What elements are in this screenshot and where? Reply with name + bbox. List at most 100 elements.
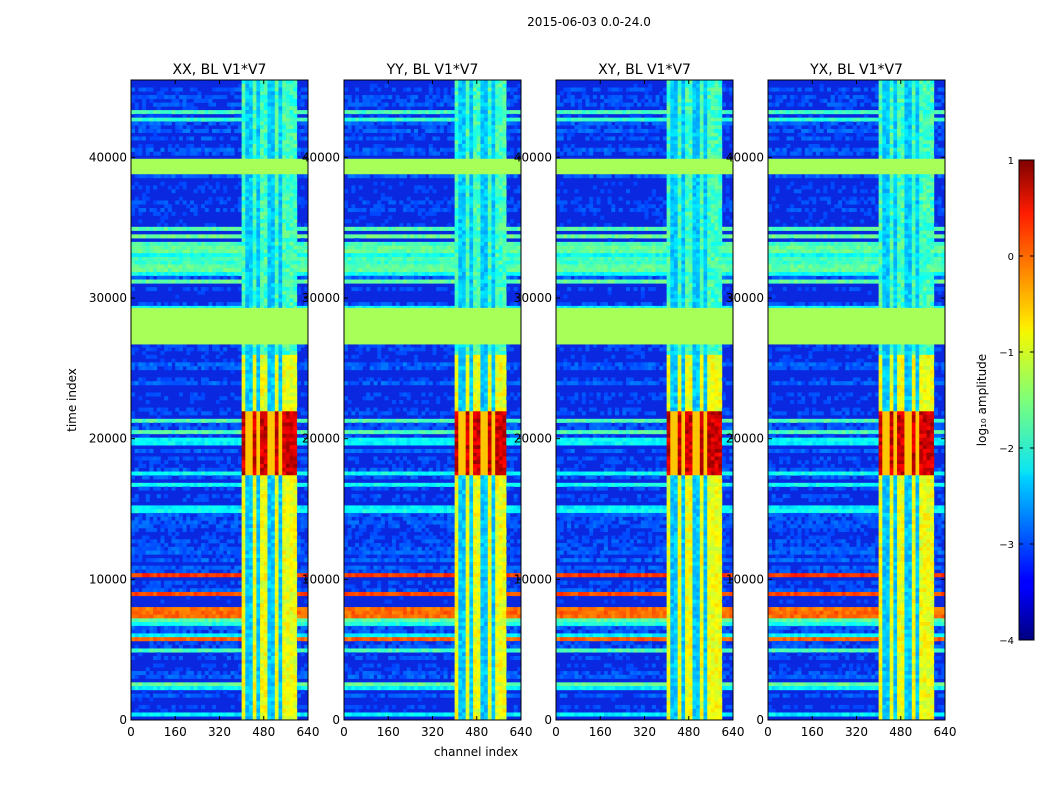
heatmap-cell <box>285 516 290 521</box>
heatmap-cell <box>164 629 169 634</box>
heatmap-cell <box>267 373 272 378</box>
heatmap-cell <box>241 528 246 533</box>
heatmap-cell <box>138 441 143 446</box>
heatmap-cell <box>134 644 139 649</box>
heatmap-cell <box>241 509 246 514</box>
heatmap-cell <box>160 430 165 435</box>
heatmap-cell <box>289 456 294 461</box>
heatmap-cell <box>190 607 194 612</box>
heatmap-cell <box>164 633 169 638</box>
heatmap-cell <box>271 298 276 303</box>
heatmap-cell <box>300 268 305 273</box>
heatmap-cell <box>296 362 301 367</box>
heatmap-cell <box>153 110 158 115</box>
heatmap-cell <box>164 637 169 642</box>
heatmap-cell <box>260 192 265 197</box>
heatmap-cell <box>282 584 287 589</box>
heatmap-cell <box>164 264 169 269</box>
heatmap-cell <box>282 189 287 194</box>
heatmap-cell <box>263 208 268 213</box>
heatmap-cell <box>289 588 294 593</box>
heatmap-cell <box>296 256 301 261</box>
heatmap-cell <box>278 531 283 536</box>
heatmap-cell <box>226 144 231 149</box>
heatmap-cell <box>223 189 228 194</box>
heatmap-cell <box>263 550 268 555</box>
heatmap-cell <box>193 471 198 476</box>
heatmap-cell <box>249 565 253 570</box>
heatmap-cell <box>164 102 169 107</box>
heatmap-cell <box>186 550 191 555</box>
heatmap-cell <box>274 373 279 378</box>
heatmap-cell <box>282 128 287 133</box>
heatmap-cell <box>160 464 165 469</box>
heatmap-cell <box>252 640 257 645</box>
heatmap-cell <box>138 565 143 570</box>
heatmap-cell <box>197 497 202 502</box>
heatmap-cell <box>201 260 206 265</box>
heatmap-cell <box>293 358 298 363</box>
heatmap-cell <box>263 215 268 220</box>
heatmap-cell <box>164 215 169 220</box>
heatmap-cell <box>223 637 228 642</box>
heatmap-cell <box>171 117 176 122</box>
heatmap-cell <box>186 256 191 261</box>
heatmap-cell <box>249 437 253 442</box>
heatmap-cell <box>178 249 183 254</box>
heatmap-cell <box>142 279 147 284</box>
heatmap-cell <box>226 573 231 578</box>
heatmap-cell <box>160 539 165 544</box>
heatmap-cell <box>271 411 276 416</box>
heatmap-cell <box>138 637 143 642</box>
heatmap-cell <box>160 592 165 597</box>
heatmap-cell <box>134 121 139 126</box>
heatmap-cell <box>204 607 209 612</box>
heatmap-cell <box>237 656 242 661</box>
heatmap-cell <box>142 128 147 133</box>
heatmap-cell <box>278 117 283 122</box>
heatmap-cell <box>204 505 209 510</box>
heatmap-cell <box>175 422 180 427</box>
heatmap-cell <box>249 618 253 623</box>
heatmap-cell <box>282 215 287 220</box>
heatmap-cell <box>256 128 261 133</box>
heatmap-cell <box>249 633 253 638</box>
heatmap-cell <box>156 426 161 431</box>
heatmap-cell <box>186 640 191 645</box>
heatmap-cell <box>149 528 154 533</box>
heatmap-cell <box>234 268 239 273</box>
heatmap-cell <box>245 181 250 186</box>
heatmap-cell <box>271 509 276 514</box>
heatmap-cell <box>142 343 147 348</box>
heatmap-cell <box>271 343 276 348</box>
heatmap-cell <box>230 524 235 529</box>
heatmap-cell <box>256 505 261 510</box>
heatmap-cell <box>182 110 187 115</box>
heatmap-cell <box>237 509 242 514</box>
heatmap-cell <box>201 347 206 352</box>
heatmap-cell <box>241 520 246 525</box>
heatmap-cell <box>164 121 169 126</box>
heatmap-cell <box>241 505 246 510</box>
heatmap-cell <box>300 238 305 243</box>
heatmap-cell <box>245 396 250 401</box>
heatmap-cell <box>219 351 224 356</box>
heatmap-cell <box>219 543 224 548</box>
heatmap-cell <box>285 569 290 574</box>
heatmap-cell <box>219 486 224 491</box>
heatmap-cell <box>234 185 239 190</box>
heatmap-cell <box>219 456 224 461</box>
heatmap-cell <box>197 516 202 521</box>
heatmap-cell <box>175 87 180 92</box>
heatmap-cell <box>178 426 183 431</box>
heatmap-cell <box>145 234 150 239</box>
heatmap-cell <box>230 622 235 627</box>
heatmap-cell <box>263 490 268 495</box>
heatmap-cell <box>278 494 283 499</box>
heatmap-cell <box>138 219 143 224</box>
heatmap-cell <box>274 200 279 205</box>
heatmap-cell <box>237 648 242 653</box>
heatmap-cell <box>212 110 217 115</box>
heatmap-cell <box>293 603 298 608</box>
heatmap-cell <box>289 268 294 273</box>
